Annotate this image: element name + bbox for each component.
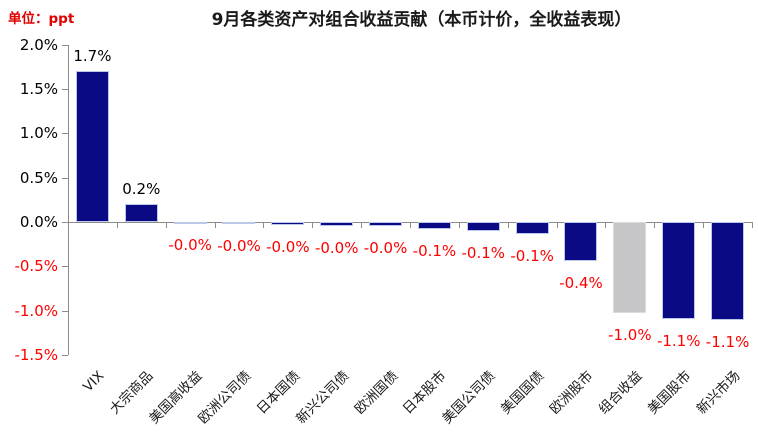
y-axis-tick-label: 0.0% (19, 213, 58, 231)
x-axis-tick (263, 222, 265, 228)
value-label: -0.1% (412, 242, 457, 261)
chart-bar (369, 222, 403, 226)
chart-bar (466, 222, 500, 231)
value-label: -0.0% (168, 236, 212, 254)
chart-bar (711, 222, 745, 321)
x-axis-tick (116, 222, 118, 228)
chart-title: 9月各类资产对组合收益贡献（本币计价，全收益表现） (211, 10, 632, 30)
value-label: -0.0% (363, 238, 408, 257)
value-label: -1.1% (705, 333, 750, 352)
x-axis-tick (214, 222, 216, 228)
chart-bar (320, 222, 354, 226)
value-label: 1.7% (73, 47, 112, 66)
x-axis-tick (654, 222, 656, 228)
y-axis-tick (62, 354, 68, 356)
y-axis-tick (62, 310, 68, 312)
x-axis-tick (751, 222, 753, 228)
y-axis-tick (62, 133, 68, 135)
x-axis-tick (312, 222, 314, 228)
x-axis-label: 新兴市场 (693, 368, 743, 418)
chart-bar (173, 222, 207, 224)
y-axis-tick-label: 0.5% (19, 168, 58, 187)
y-axis-tick-label: -1.0% (14, 301, 58, 320)
chart-bar (417, 222, 451, 230)
value-label: -0.0% (266, 237, 310, 256)
chart-bar (75, 71, 109, 222)
value-label: -0.0% (217, 236, 261, 255)
y-axis-tick (62, 266, 68, 268)
x-axis-tick (507, 222, 509, 228)
unit-label: 单位：ppt (8, 11, 75, 27)
value-label: -0.1% (510, 246, 554, 265)
x-axis-tick (605, 222, 607, 228)
chart-bar (271, 222, 305, 225)
chart-bar-highlight (613, 222, 647, 314)
value-label: -0.0% (314, 238, 359, 257)
y-axis-tick (62, 177, 68, 179)
y-axis-tick (62, 222, 68, 223)
chart-bar (222, 222, 256, 224)
y-axis-tick-label: -1.5% (14, 345, 58, 364)
y-axis-tick (62, 44, 68, 46)
x-axis-tick (165, 222, 167, 228)
value-label: -1.1% (656, 331, 701, 350)
x-axis-tick (458, 222, 460, 228)
chart-bar (515, 222, 549, 234)
y-axis-tick-label: 1.0% (19, 124, 58, 143)
x-axis-tick (361, 222, 363, 228)
chart-bar (662, 222, 696, 319)
value-label: -1.0% (608, 326, 652, 345)
x-axis-tick (703, 222, 705, 228)
value-label: -0.4% (559, 273, 603, 292)
y-axis-tick-label: 2.0% (19, 35, 58, 54)
x-axis-tick (409, 222, 411, 228)
y-axis-line (68, 44, 69, 355)
value-label: -0.1% (461, 243, 506, 262)
value-label: 0.2% (122, 180, 161, 199)
x-axis-tick (68, 222, 69, 228)
y-axis-tick-label: -0.5% (14, 257, 58, 276)
chart-bar (564, 222, 598, 261)
chart-bar (124, 204, 158, 222)
y-axis-tick (62, 89, 68, 91)
x-axis-tick (556, 222, 558, 228)
y-axis-tick-label: 1.5% (19, 80, 58, 99)
